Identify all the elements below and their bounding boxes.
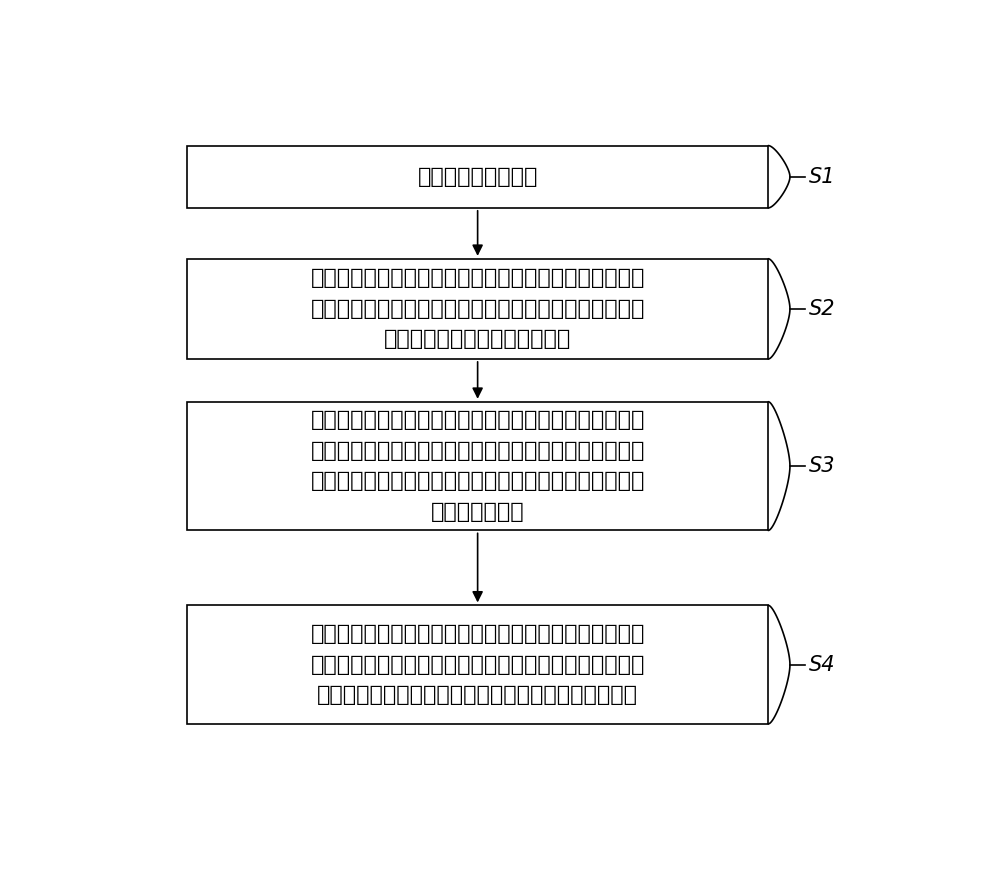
Text: 核对费用：针对所述配对信息表中的车辆，计算配对车辆
的不倒换通行卡的通行费用和倒换后的实交费用之差，若
差值大于零，则判定为该配对车辆中的两车为换卡车辆: 核对费用：针对所述配对信息表中的车辆，计算配对车辆 的不倒换通行卡的通行费用和倒… (310, 624, 645, 705)
Bar (187, 145, 768, 208)
Bar (187, 401, 768, 531)
Text: 筛选车牌不一致的记录：从所述出口交易信息表中查找所
记录的入口车牌与出口车牌不一致的记录，生成入口车牌
与出口车牌不一致的交易记录表: 筛选车牌不一致的记录：从所述出口交易信息表中查找所 记录的入口车牌与出口车牌不一… (310, 268, 645, 349)
Text: 异牌换卡交易记录配对：从所述生成的入口车牌与出口车
牌不一致的交易记录表中，根据各个车牌、各个车牌对应
车辆的入口交易时间和出口交易时间进行配对，生成交易
记录: 异牌换卡交易记录配对：从所述生成的入口车牌与出口车 牌不一致的交易记录表中，根据… (310, 410, 645, 522)
Text: S2: S2 (809, 299, 836, 319)
Bar (187, 259, 768, 359)
Text: S3: S3 (809, 456, 836, 476)
Text: S4: S4 (809, 655, 836, 675)
Text: S1: S1 (809, 166, 836, 187)
Text: 获取出口交易信息表: 获取出口交易信息表 (417, 166, 538, 187)
Bar (187, 605, 768, 724)
